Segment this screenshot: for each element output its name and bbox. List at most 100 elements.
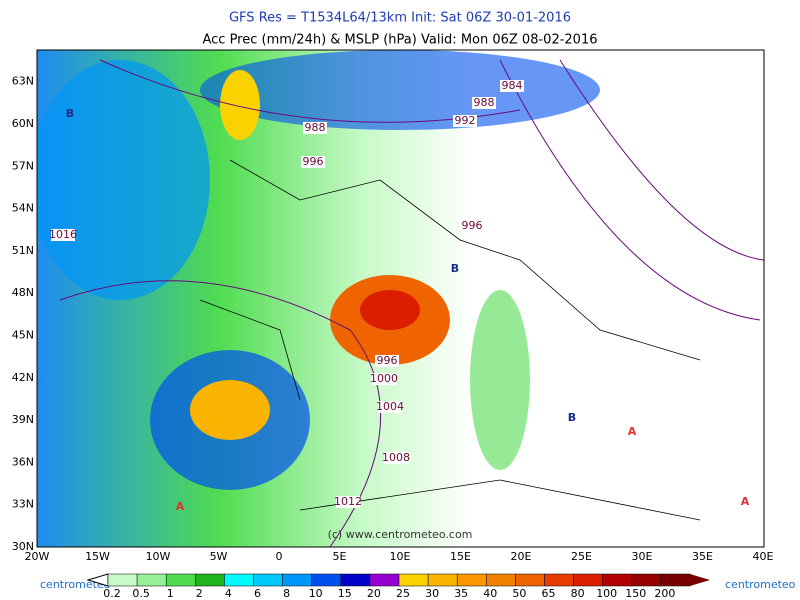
- legend-label: 200: [654, 587, 675, 600]
- legend-swatch: [602, 573, 633, 587]
- lat-label: 63N: [12, 75, 34, 88]
- precip-blob: [470, 290, 530, 470]
- isobar-label-bg: [303, 122, 327, 134]
- lat-label: 57N: [12, 159, 34, 172]
- lon-label: 20E: [511, 550, 532, 563]
- lat-label: 36N: [12, 455, 34, 468]
- lon-label: 5W: [210, 550, 228, 563]
- lon-label: 5E: [333, 550, 347, 563]
- legend-swatch: [224, 573, 254, 587]
- legend-swatch: [369, 573, 400, 587]
- isobar-label: 1016: [49, 228, 77, 241]
- legend-swatch: [456, 573, 487, 587]
- legend-label: 4: [225, 587, 232, 600]
- legend-label: 65: [542, 587, 556, 600]
- isobar-label: 1008: [382, 451, 410, 464]
- legend-swatch: [631, 573, 662, 587]
- pressure-center: B: [66, 107, 74, 120]
- lat-label: 60N: [12, 117, 34, 130]
- precip-blob: [200, 50, 600, 130]
- isobar-label-bg: [500, 80, 524, 92]
- lon-label: 35E: [692, 550, 713, 563]
- legend-label: 25: [396, 587, 410, 600]
- title: GFS Res = T1534L64/13km Init: Sat 06Z 30…: [229, 11, 571, 26]
- pressure-center: A: [741, 495, 750, 508]
- isobar-line: [59, 59, 764, 547]
- legend-label: 10: [309, 587, 323, 600]
- isobar-label-bg: [372, 373, 396, 385]
- legend-swatch: [253, 573, 283, 587]
- lat-label: 30N: [12, 540, 34, 553]
- isobar-label: 988: [474, 96, 495, 109]
- isobar-label: 992: [455, 114, 476, 127]
- lat-label: 54N: [12, 202, 34, 215]
- isobar-label-bg: [301, 156, 325, 168]
- isobar-label: 996: [377, 354, 398, 367]
- subtitle: Acc Prec (mm/24h) & MSLP (hPa) Valid: Mo…: [202, 33, 597, 48]
- lat-label: 33N: [12, 498, 34, 511]
- isobar-label: 996: [303, 155, 324, 168]
- legend-label: 0.5: [132, 587, 150, 600]
- lat-label: 42N: [12, 371, 34, 384]
- legend-label: 30: [425, 587, 439, 600]
- pressure-center: B: [451, 262, 459, 275]
- legend-label: 80: [571, 587, 585, 600]
- lon-label: 20W: [25, 550, 50, 563]
- map-area: [37, 50, 764, 547]
- legend-label: 100: [596, 587, 617, 600]
- isobar-label: 984: [502, 79, 523, 92]
- legend-label: 35: [454, 587, 468, 600]
- pressure-center: A: [628, 425, 637, 438]
- watermark: (c) www.centrometeo.com: [328, 528, 473, 541]
- lon-label: 10W: [146, 550, 171, 563]
- legend-label: 8: [283, 587, 290, 600]
- isobar-label: 996: [462, 219, 483, 232]
- legend-swatch: [660, 573, 691, 587]
- lon-label: 15E: [450, 550, 471, 563]
- lat-label: 45N: [12, 329, 34, 342]
- precip-blob: [190, 380, 270, 440]
- isobar-label-bg: [51, 229, 75, 241]
- isobar-label: 1004: [376, 400, 404, 413]
- isobar-label-bg: [453, 115, 477, 127]
- lon-label: 40E: [753, 550, 774, 563]
- legend-swatch: [515, 573, 545, 587]
- legend-swatch: [311, 573, 342, 587]
- legend-label: 50: [512, 587, 526, 600]
- precip-blob: [360, 290, 420, 330]
- legend-label: 150: [625, 587, 646, 600]
- legend-swatch: [544, 573, 574, 587]
- legend-swatch: [107, 573, 138, 587]
- legend-swatch: [427, 573, 458, 587]
- isobar-label: 988: [305, 121, 326, 134]
- isobar-label-bg: [375, 355, 399, 367]
- isobar-label-bg: [460, 220, 484, 232]
- legend-label: 0.2: [103, 587, 121, 600]
- precip-blob: [37, 60, 210, 300]
- legend-swatch: [195, 573, 225, 587]
- lon-label: 10E: [390, 550, 411, 563]
- isobar-label: 1012: [334, 495, 362, 508]
- pressure-center: B: [568, 411, 576, 424]
- lon-label: 25E: [571, 550, 592, 563]
- legend-swatch: [165, 573, 196, 587]
- legend-label: 2: [196, 587, 203, 600]
- isobar-label-bg: [378, 401, 402, 413]
- isobar-label-bg: [384, 452, 408, 464]
- lon-label: 15W: [85, 550, 110, 563]
- legend-swatch: [486, 573, 516, 587]
- pressure-center: A: [176, 500, 185, 513]
- legend-arrow-high: [690, 574, 710, 586]
- legend-label: 40: [483, 587, 497, 600]
- legend-swatch: [573, 573, 603, 587]
- legend-swatch: [136, 573, 167, 587]
- isobar-label-bg: [336, 496, 360, 508]
- legend-swatch: [282, 573, 312, 587]
- legend-label: 1: [167, 587, 174, 600]
- legend-label: 6: [254, 587, 261, 600]
- lon-label: 30E: [632, 550, 653, 563]
- lat-label: 48N: [12, 286, 34, 299]
- lat-label: 39N: [12, 413, 34, 426]
- lon-label: 0: [276, 550, 283, 563]
